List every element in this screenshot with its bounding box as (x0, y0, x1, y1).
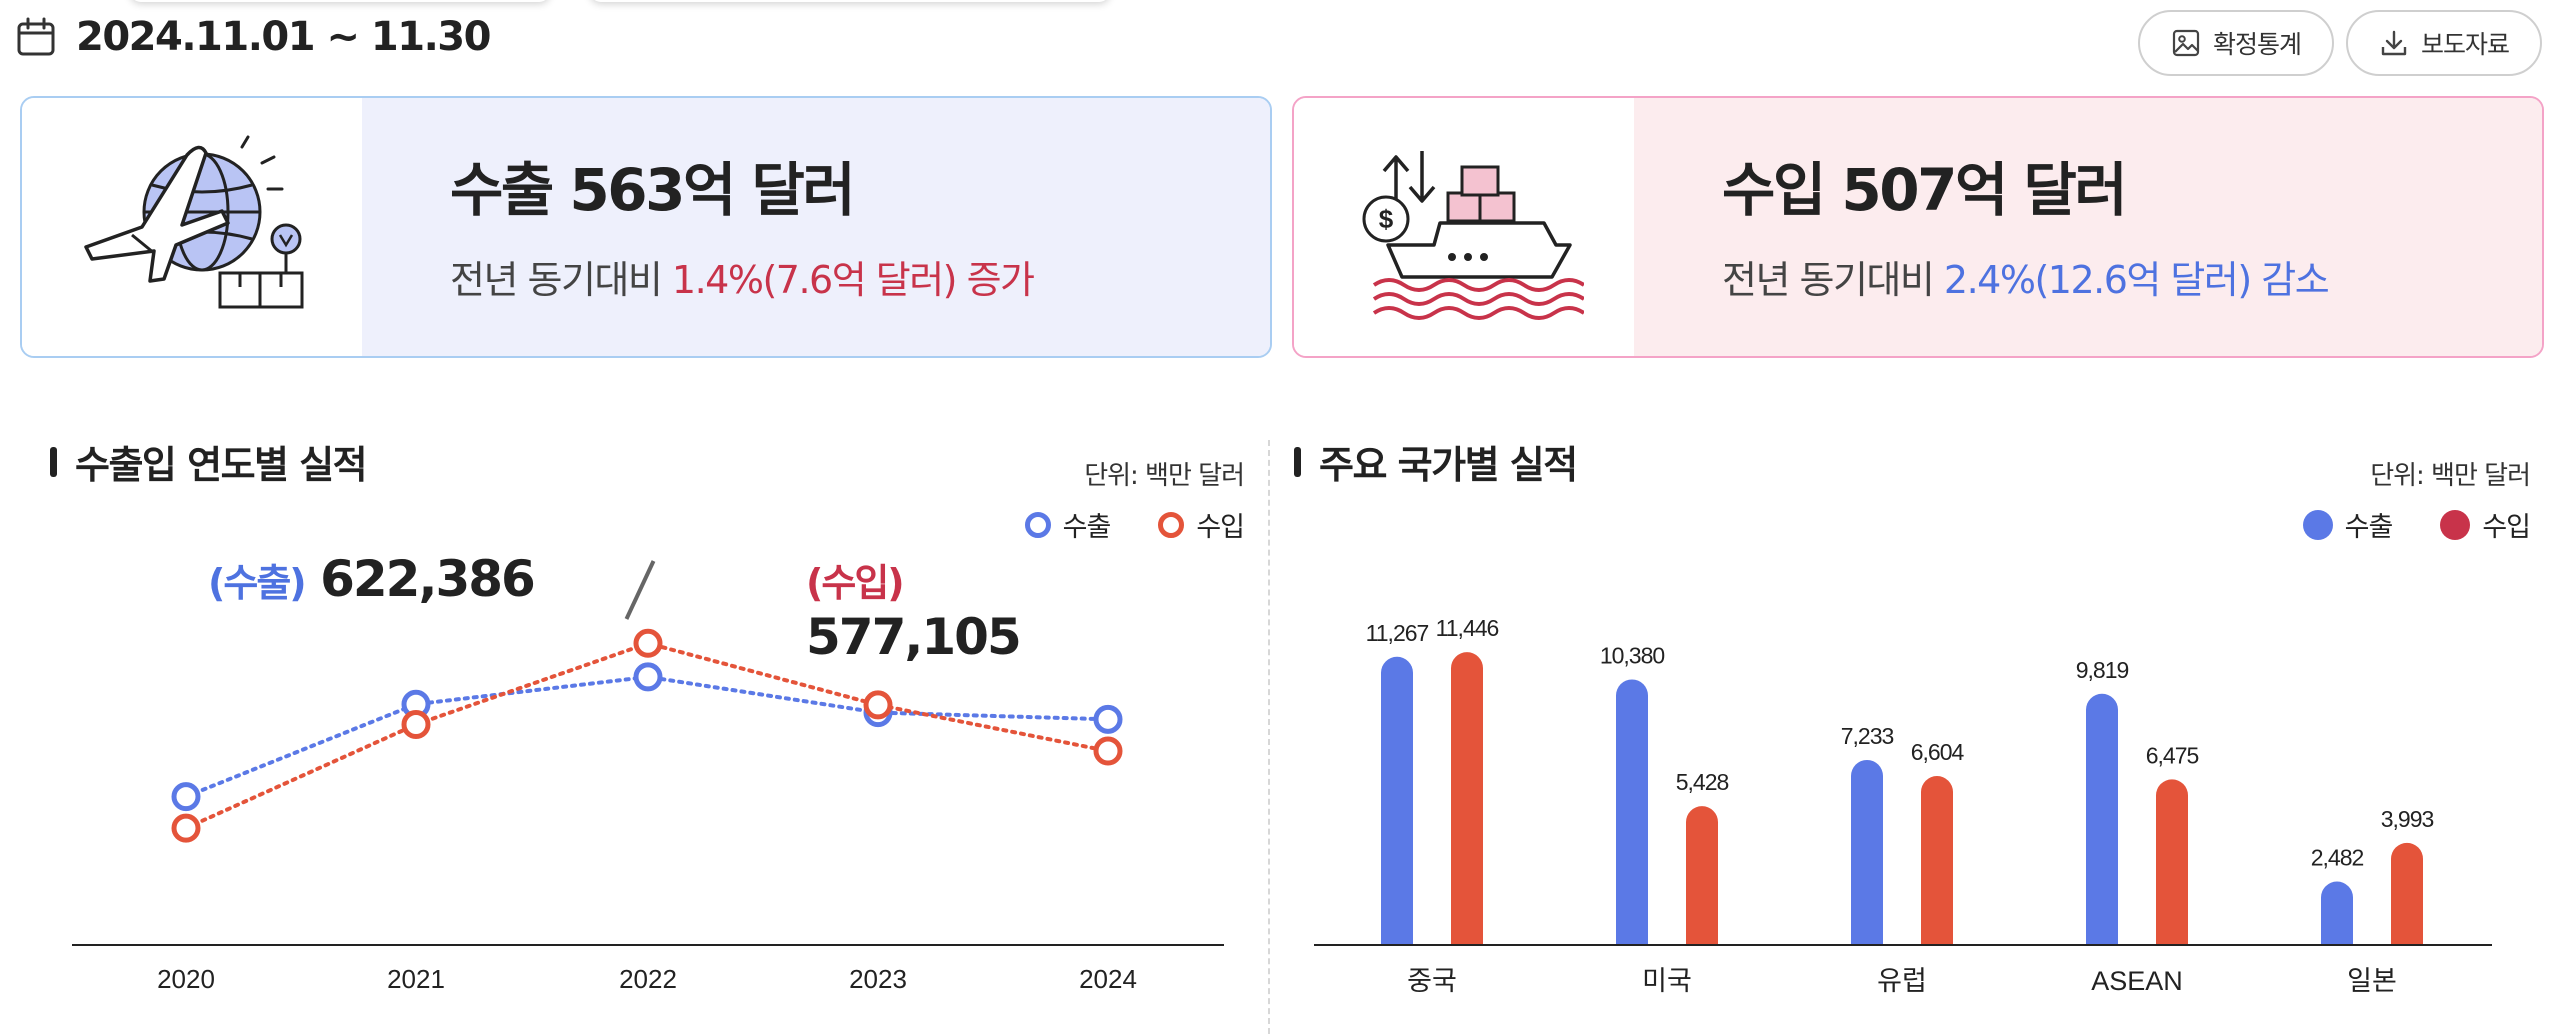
yearly-totals: (수출) 622,386 (수입) 577,105 (208, 550, 1108, 666)
category-label: 중국 (1407, 966, 1457, 996)
yearly-line-chart: 2020 2021 2022 2023 2024 (72, 628, 1224, 994)
airplane-globe-icon (84, 135, 304, 309)
import-change-text: 2.4%(12.6억 달러) 감소 (1943, 257, 2330, 302)
legend-item-export: 수출 (2302, 505, 2394, 544)
x-tick-label: 2020 (157, 964, 215, 994)
bar-value-label: 10,380 (1600, 642, 1665, 668)
date-range-text: 2024.11.01 ~ 11.30 (76, 14, 491, 60)
export-sub-line: 전년 동기대비 1.4%(7.6억 달러) 증가 (450, 249, 1270, 304)
data-point-import-2024[interactable] (1093, 736, 1123, 766)
data-point-export-2022[interactable] (633, 662, 663, 692)
import-sub-prefix: 전년 동기대비 (1722, 257, 1944, 302)
title-bar-marker (50, 446, 57, 477)
total-import: (수입) 577,105 (806, 550, 1108, 666)
title-bar-marker (1294, 446, 1301, 477)
legend-import-text: 수입 (1196, 512, 1245, 543)
bar-value-label: 11,267 (1366, 620, 1429, 646)
category-label: 일본 (2347, 966, 2397, 996)
country-section-title: 주요 국가별 실적 (1294, 434, 1578, 489)
bar-value-label: 11,446 (1436, 615, 1499, 641)
bar-import-ASEAN[interactable] (2156, 779, 2188, 945)
press-release-label: 보도자료 (2420, 30, 2510, 59)
legend-item-import: 수입 (2440, 505, 2531, 544)
x-tick-label: 2024 (1079, 964, 1137, 994)
import-icon-area: $ (1294, 98, 1634, 356)
total-import-value: 577,105 (806, 608, 1022, 666)
legend-item-import: 수입 (1158, 505, 1245, 544)
bar-value-label: 7,233 (1841, 723, 1894, 749)
bar-export-미국[interactable] (1616, 679, 1648, 945)
export-change-text: 1.4%(7.6억 달러) 증가 (671, 257, 1035, 302)
bar-import-일본[interactable] (2391, 842, 2423, 945)
press-release-button[interactable]: 보도자료 (2346, 10, 2542, 76)
bar-export-일본[interactable] (2321, 881, 2353, 945)
bar-value-label: 9,819 (2076, 657, 2129, 683)
export-icon-area (22, 98, 362, 356)
data-point-import-2021[interactable] (401, 710, 431, 739)
legend-import-marker (2440, 509, 2471, 540)
legend-import-text: 수입 (2482, 512, 2531, 543)
bar-export-중국[interactable] (1381, 656, 1413, 945)
import-sub-line: 전년 동기대비 2.4%(12.6억 달러) 감소 (1722, 249, 2542, 304)
yearly-unit-label: 단위: 백만 달러 (1084, 461, 1245, 491)
total-export-label: (수출) (208, 561, 307, 605)
data-point-import-2022[interactable] (633, 628, 663, 658)
download-icon (2381, 30, 2407, 56)
legend-export-marker (2302, 509, 2333, 540)
bar-import-유럽[interactable] (1921, 776, 1953, 945)
total-export-value: 622,386 (320, 550, 536, 608)
date-range-row: 2024.11.01 ~ 11.30 (16, 14, 491, 60)
confirmed-stats-label: 확정통계 (2212, 30, 2302, 59)
import-summary-card: $ 수입 507억 달러 전년 동기대비 2.4%(12.6억 달러) 감소 (1292, 96, 2544, 358)
export-headline: 수출 563억 달러 (450, 155, 856, 224)
category-label: 미국 (1642, 966, 1692, 996)
bar-value-label: 5,428 (1676, 769, 1729, 795)
image-icon (2172, 29, 2200, 57)
data-point-export-2024[interactable] (1093, 704, 1123, 734)
bar-value-label: 2,482 (2311, 845, 2364, 871)
bar-value-label: 6,604 (1911, 739, 1965, 765)
svg-text:$: $ (1379, 204, 1394, 234)
bar-value-label: 3,993 (2381, 806, 2434, 832)
country-legend: 수출 수입 (2302, 505, 2531, 544)
x-tick-label: 2021 (387, 964, 445, 994)
top-tab-shadow-right (590, 0, 1110, 2)
yearly-section-title: 수출입 연도별 실적 (50, 434, 368, 489)
country-unit-label: 단위: 백만 달러 (2370, 461, 2531, 491)
export-sub-prefix: 전년 동기대비 (450, 257, 672, 302)
section-divider (1268, 440, 1270, 1034)
country-bar-chart: 11,267 11,446 중국 10,380 5,428 미국 7,233 6,604 유럽 9… (1314, 615, 2492, 996)
legend-export-text: 수출 (2344, 512, 2394, 543)
import-text-area: 수입 507억 달러 전년 동기대비 2.4%(12.6억 달러) 감소 (1634, 98, 2542, 356)
bar-import-미국[interactable] (1686, 806, 1718, 945)
legend-export-text: 수출 (1062, 512, 1112, 543)
total-import-label: (수입) (806, 561, 905, 605)
calendar-icon (17, 17, 55, 56)
bar-import-중국[interactable] (1451, 652, 1483, 945)
export-summary-card: 수출 563억 달러 전년 동기대비 1.4%(7.6억 달러) 증가 (20, 96, 1272, 358)
country-title-text: 주요 국가별 실적 (1319, 443, 1578, 487)
data-point-import-2023[interactable] (863, 690, 893, 720)
total-export: (수출) 622,386 (208, 550, 536, 608)
category-label: 유럽 (1877, 966, 1927, 996)
legend-item-export: 수출 (1024, 505, 1112, 544)
cargo-ship-icon: $ (1362, 151, 1584, 320)
bar-export-ASEAN[interactable] (2086, 693, 2118, 945)
data-point-import-2020[interactable] (171, 813, 201, 843)
export-text-area: 수출 563억 달러 전년 동기대비 1.4%(7.6억 달러) 증가 (362, 98, 1270, 356)
bar-value-label: 6,475 (2146, 742, 2199, 768)
yearly-legend: 수출 수입 (1024, 505, 1245, 544)
series-line-0 (184, 674, 1110, 799)
data-point-export-2020[interactable] (171, 782, 201, 812)
confirmed-stats-button[interactable]: 확정통계 (2138, 10, 2334, 76)
legend-import-marker (1158, 511, 1185, 538)
x-tick-label: 2022 (619, 964, 677, 994)
top-tab-shadow-left (130, 0, 550, 2)
bar-export-유럽[interactable] (1851, 759, 1883, 945)
yearly-title-text: 수출입 연도별 실적 (75, 443, 368, 487)
import-headline: 수입 507억 달러 (1722, 155, 2128, 224)
category-label: ASEAN (2091, 966, 2183, 996)
legend-export-marker (1024, 511, 1051, 538)
x-tick-label: 2023 (849, 964, 907, 994)
